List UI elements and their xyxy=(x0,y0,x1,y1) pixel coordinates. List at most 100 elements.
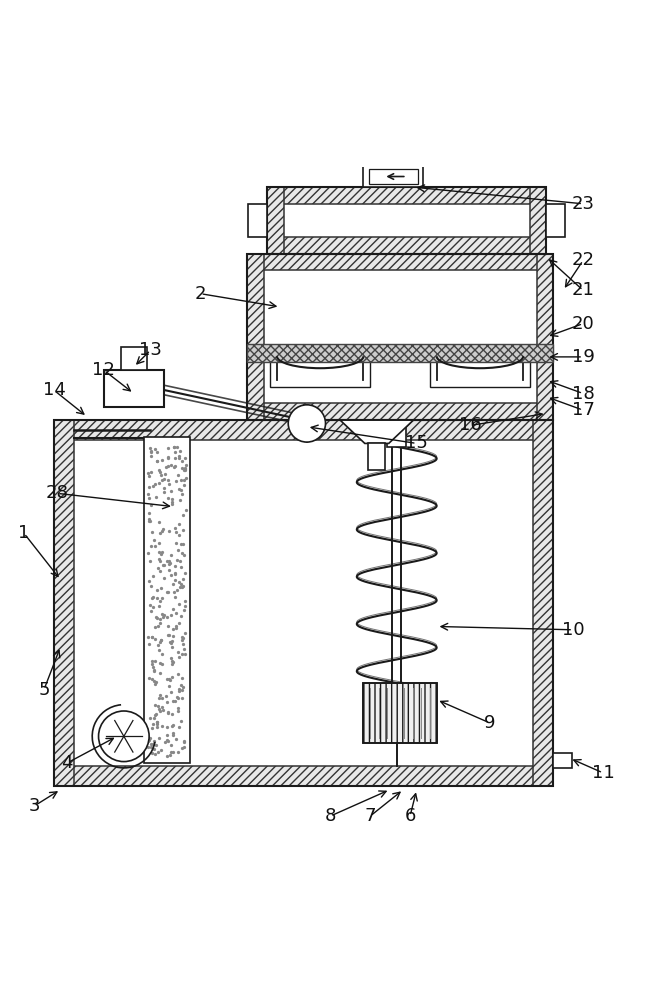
Point xyxy=(180,565,191,581)
Point xyxy=(167,718,177,734)
Point xyxy=(181,502,191,518)
Point xyxy=(177,740,187,756)
Point xyxy=(147,524,157,540)
Point xyxy=(151,719,162,735)
Point xyxy=(161,459,171,475)
Point xyxy=(149,741,159,757)
Point xyxy=(167,654,178,670)
Point xyxy=(143,513,154,529)
Bar xyxy=(530,187,546,254)
Bar xyxy=(121,347,147,370)
Point xyxy=(173,527,184,543)
Point xyxy=(159,484,170,500)
Point xyxy=(167,496,177,512)
Point xyxy=(163,618,174,634)
Bar xyxy=(104,370,164,407)
Point xyxy=(177,690,188,706)
Point xyxy=(165,635,176,651)
Point xyxy=(146,629,157,645)
Point xyxy=(147,716,158,732)
Point xyxy=(151,674,161,690)
Point xyxy=(155,580,166,596)
Point xyxy=(177,629,188,645)
Point xyxy=(146,656,157,672)
Point xyxy=(174,450,185,466)
Point xyxy=(179,602,190,618)
Point xyxy=(163,704,173,720)
Point xyxy=(178,636,189,652)
Point xyxy=(167,601,178,617)
Point xyxy=(144,511,155,527)
Point xyxy=(162,449,173,465)
Bar xyxy=(247,254,263,420)
Point xyxy=(180,461,191,477)
Point xyxy=(172,552,183,568)
Point xyxy=(161,688,171,704)
Point xyxy=(169,584,179,600)
Point xyxy=(177,630,188,646)
Point xyxy=(176,559,187,575)
Point xyxy=(166,650,177,666)
Point xyxy=(144,513,155,529)
Point xyxy=(143,573,154,589)
Point xyxy=(169,589,180,605)
Point xyxy=(145,497,156,513)
Point xyxy=(173,744,183,760)
Point xyxy=(162,472,173,488)
Point xyxy=(160,734,171,750)
Point xyxy=(177,679,188,695)
Point xyxy=(177,670,187,686)
Point xyxy=(156,690,167,706)
Point xyxy=(172,703,183,719)
Point xyxy=(153,618,163,634)
Text: 2: 2 xyxy=(195,285,206,303)
Point xyxy=(155,634,165,650)
Point xyxy=(161,719,172,735)
Text: 11: 11 xyxy=(592,764,614,782)
Point xyxy=(163,627,174,643)
Point xyxy=(157,646,167,662)
Bar xyxy=(369,169,418,184)
Point xyxy=(153,535,164,551)
Point xyxy=(159,466,170,482)
Bar xyxy=(536,254,553,420)
Point xyxy=(151,737,161,753)
Point xyxy=(145,440,155,456)
Point xyxy=(176,536,187,552)
Bar xyxy=(533,420,553,786)
Point xyxy=(179,477,189,493)
Point xyxy=(178,507,189,523)
Point xyxy=(157,656,167,672)
Point xyxy=(153,642,164,658)
Point xyxy=(173,448,184,464)
Point xyxy=(180,646,191,662)
Text: 3: 3 xyxy=(28,797,40,815)
Point xyxy=(171,618,181,634)
Point xyxy=(174,574,185,590)
Point xyxy=(178,578,189,594)
Point xyxy=(154,544,165,560)
Point xyxy=(146,444,157,460)
Point xyxy=(148,599,159,615)
Text: 12: 12 xyxy=(93,361,115,379)
Polygon shape xyxy=(340,420,414,443)
Bar xyxy=(54,420,74,786)
Point xyxy=(157,452,167,468)
Point xyxy=(179,450,190,466)
Circle shape xyxy=(288,405,325,442)
Point xyxy=(175,713,186,729)
Point xyxy=(157,472,167,488)
Point xyxy=(153,514,164,530)
Point xyxy=(147,629,158,645)
Point xyxy=(173,481,184,497)
Bar xyxy=(144,437,190,763)
Point xyxy=(149,710,159,726)
Point xyxy=(149,653,160,669)
Point xyxy=(175,608,186,624)
Point xyxy=(143,465,153,481)
Point xyxy=(174,649,185,665)
Point xyxy=(162,748,173,764)
Point xyxy=(159,570,169,586)
Point xyxy=(165,737,176,753)
Point xyxy=(172,542,183,558)
